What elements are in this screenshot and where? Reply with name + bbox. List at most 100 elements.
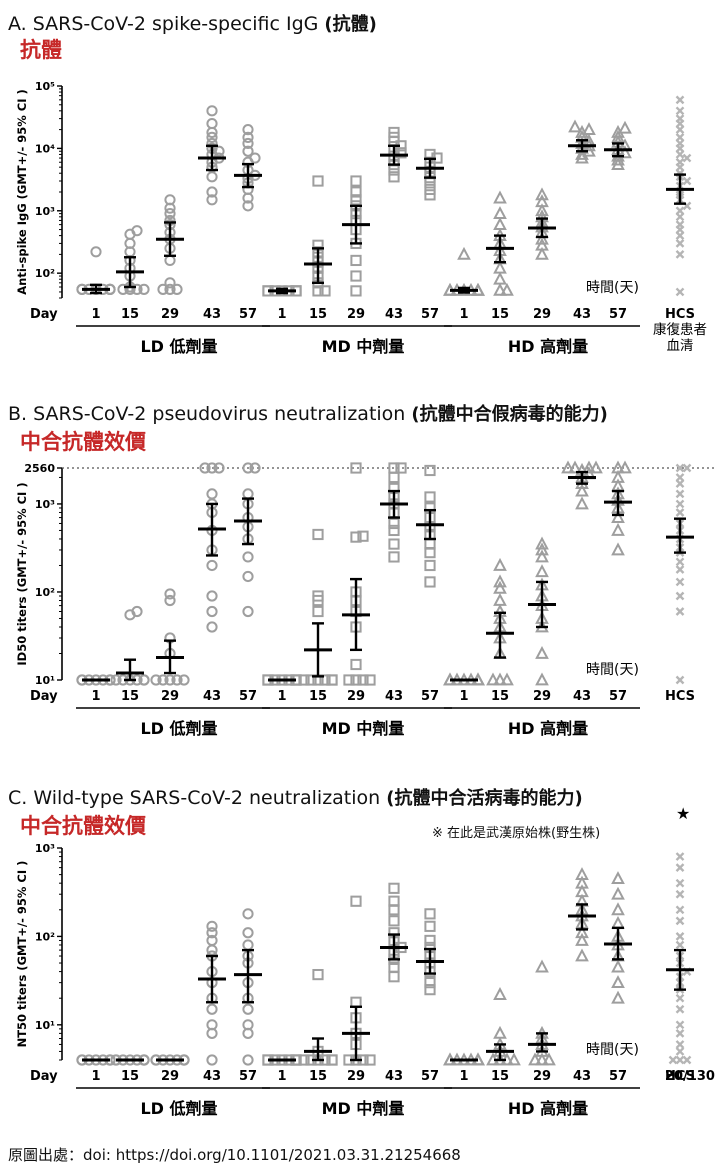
data-point: [675, 287, 685, 297]
data-point: [675, 940, 685, 950]
data-point: [611, 152, 625, 166]
data-point: [388, 538, 400, 550]
data-point: [350, 254, 362, 267]
data-point: [164, 594, 176, 607]
data-point: [357, 530, 369, 542]
hcs-label: HCS: [665, 1069, 695, 1084]
x-tick-label: 43: [573, 307, 591, 322]
panel-c-note: ※ 在此是武漢原始株(野生株): [432, 826, 601, 841]
y-axis-label: NT50 titers (GMT+/- 95% CI ): [15, 861, 29, 1048]
x-tick-label: 29: [533, 1069, 551, 1084]
data-point: [206, 131, 218, 144]
data-point: [575, 867, 589, 881]
data-point: [493, 190, 507, 204]
data-point: [350, 270, 362, 282]
data-point: [575, 150, 589, 164]
data-point: [364, 674, 376, 686]
data-point: [388, 882, 400, 894]
panel-c-title: C. Wild-type SARS-CoV-2 neutralization (…: [8, 784, 583, 810]
x-tick-label: 29: [161, 689, 179, 704]
panel-a-title-en: A. SARS-CoV-2 spike-specific IgG: [8, 13, 319, 35]
data-point: [675, 473, 685, 482]
data-point: [350, 674, 362, 686]
x-tick-label: 43: [573, 1069, 591, 1084]
data-point: [675, 499, 685, 509]
data-point: [675, 95, 685, 105]
data-point: [675, 508, 685, 517]
data-point: [206, 488, 218, 500]
y-tick-label: 10²: [35, 930, 55, 943]
data-point: [242, 1003, 254, 1015]
data-point: [424, 984, 436, 996]
panel-b-subtitle: 中合抗體效價: [20, 430, 146, 454]
data-point: [206, 171, 218, 183]
panel-b-plot: 10¹ 10² 10³ 2560 ID50 titers (GMT+/- 95% CI …: [15, 460, 716, 738]
data-point: [242, 137, 254, 150]
data-point: [312, 528, 324, 541]
data-point: [206, 194, 218, 206]
panel-a: A. SARS-CoV-2 spike-specific IgG (抗體) 抗體…: [0, 0, 720, 380]
data-point: [305, 674, 317, 686]
data-point: [535, 564, 549, 578]
data-point: [171, 283, 183, 295]
data-point: [486, 672, 500, 686]
data-point: [157, 674, 169, 686]
data-point: [206, 1019, 218, 1031]
data-point: [528, 1052, 542, 1066]
data-point: [493, 580, 507, 594]
data-point: [675, 993, 685, 1003]
data-point: [326, 1054, 338, 1066]
y-tick-label: 10¹: [35, 1019, 55, 1032]
data-point: [675, 565, 685, 574]
data-point: [424, 977, 436, 989]
data-point: [350, 285, 362, 297]
data-point: [312, 590, 324, 602]
data-point: [568, 460, 582, 474]
x-tick-label: 29: [347, 1069, 365, 1084]
data-point: [395, 462, 407, 474]
data-point: [206, 605, 218, 618]
x-tick-label: 15: [491, 1069, 509, 1084]
data-point: [395, 147, 407, 159]
hcs-label: HCS: [665, 307, 695, 322]
data-point: [568, 119, 582, 133]
data-point: [164, 254, 176, 267]
data-point: [675, 932, 685, 941]
data-point: [675, 1055, 685, 1065]
x-tick-label: 57: [421, 307, 439, 322]
group-label: LD 低劑量: [140, 719, 217, 738]
x-tick-label: 15: [121, 1069, 139, 1084]
data-point: [582, 460, 596, 474]
data-point: [388, 171, 400, 183]
data-point: [350, 531, 362, 543]
x-tick-label: 43: [203, 689, 221, 704]
data-point: [242, 551, 254, 563]
data-point: [424, 576, 436, 588]
panel-b: B. SARS-CoV-2 pseudovirus neutralization…: [0, 392, 720, 774]
data-point: [535, 194, 549, 208]
data-point: [206, 927, 218, 939]
data-point: [213, 145, 225, 157]
y-tick-label: 10³: [35, 498, 55, 511]
data-point: [675, 607, 685, 616]
data-point: [675, 916, 685, 926]
y-tick-label: 10³: [35, 842, 55, 855]
y-tick-label: 10²: [35, 586, 55, 599]
data-point: [493, 574, 507, 588]
data-point: [312, 175, 324, 187]
data-point: [493, 282, 507, 296]
data-point: [611, 886, 625, 900]
data-point: [675, 878, 685, 888]
x-tick-label: 57: [239, 689, 257, 704]
x-tick-label: 15: [491, 689, 509, 704]
hcs-label: HCS: [665, 689, 695, 704]
x-axis-label: Day: [30, 1069, 58, 1084]
data-point: [611, 915, 625, 929]
x-tick-label: 29: [161, 307, 179, 322]
data-point: [611, 959, 625, 973]
data-point: [535, 645, 549, 659]
data-point: [242, 488, 254, 500]
data-point: [110, 674, 122, 686]
data-point: [242, 462, 254, 474]
x-tick-label: 43: [573, 689, 591, 704]
